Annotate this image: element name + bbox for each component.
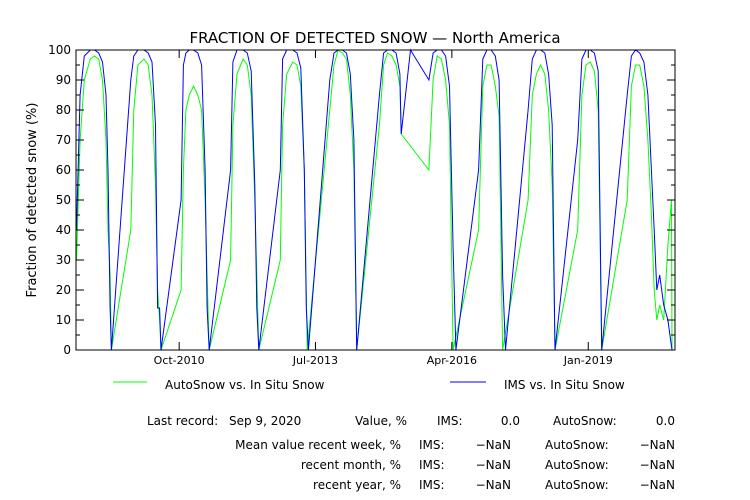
stats-row-label: Mean value recent week, % — [235, 438, 401, 452]
y-tick-label: 60 — [56, 163, 71, 177]
y-tick-label: 0 — [63, 343, 71, 357]
ims-series-line — [76, 48, 673, 351]
x-tick-label: Apr-2016 — [427, 354, 477, 367]
autosnow-label: AutoSnow: — [545, 438, 609, 452]
ims-label: IMS: — [419, 478, 445, 492]
legend-ims-label: IMS vs. In Situ Snow — [504, 378, 625, 392]
chart-title: FRACTION OF DETECTED SNOW — North Americ… — [189, 29, 560, 47]
last-autosnow-value: 0.0 — [655, 414, 675, 428]
y-tick-label: 70 — [56, 133, 71, 147]
y-tick-label: 50 — [56, 193, 71, 207]
autosnow-label: AutoSnow: — [545, 478, 609, 492]
autosnow-label: AutoSnow: — [553, 414, 617, 428]
y-axis-label: Fraction of detected snow (%) — [25, 103, 40, 298]
legend-autosnow-label: AutoSnow vs. In Situ Snow — [165, 378, 325, 392]
y-tick-label: 30 — [56, 253, 71, 267]
autosnow-series-line — [76, 49, 673, 351]
y-tick-label: 20 — [56, 283, 71, 297]
plot-frame — [75, 49, 676, 351]
y-tick-label: 100 — [48, 43, 71, 57]
value-label: Value, % — [355, 414, 407, 428]
stats-row-ims-value: −NaN — [475, 438, 511, 452]
stats-row-label: recent month, % — [300, 458, 401, 472]
ims-label: IMS: — [437, 414, 463, 428]
stats-row-ims-value: −NaN — [475, 458, 511, 472]
last-record-date: Sep 9, 2020 — [229, 414, 302, 428]
x-tick-label: Oct-2010 — [154, 354, 205, 367]
stats-row-label: recent year, % — [313, 478, 401, 492]
y-tick-label: 80 — [56, 103, 71, 117]
x-tick-label: Jul-2013 — [292, 354, 338, 367]
stats-row-ims-value: −NaN — [475, 478, 511, 492]
stats-row-autosnow-value: −NaN — [639, 478, 675, 492]
last-record-label: Last record: — [147, 414, 219, 428]
autosnow-label: AutoSnow: — [545, 458, 609, 472]
axes-layer: 0 10 20 30 40 50 60 70 80 90 100 Oct-2010 Jul-2013 Ap… — [48, 43, 676, 367]
ims-label: IMS: — [419, 458, 445, 472]
stats-row-autosnow-value: −NaN — [639, 438, 675, 452]
x-tick-label: Jan-2019 — [563, 354, 613, 367]
stats-row-autosnow-value: −NaN — [639, 458, 675, 472]
ims-label: IMS: — [419, 438, 445, 452]
y-tick-label: 10 — [56, 313, 71, 327]
last-ims-value: 0.0 — [500, 414, 520, 428]
series-layer — [76, 48, 673, 351]
y-tick-label: 90 — [56, 73, 71, 87]
y-tick-label: 40 — [56, 223, 71, 237]
